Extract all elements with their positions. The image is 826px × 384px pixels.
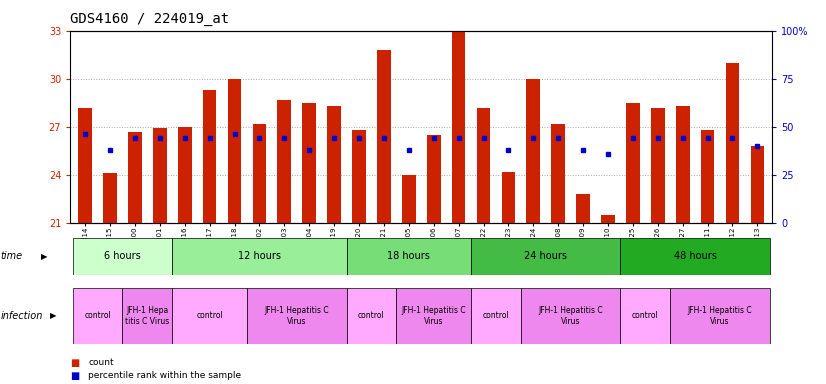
Bar [327, 106, 341, 223]
Bar [347, 288, 396, 344]
Bar [203, 90, 216, 223]
Bar [347, 238, 471, 275]
Bar [551, 124, 565, 223]
Text: ▶: ▶ [50, 311, 57, 320]
Bar [626, 103, 639, 223]
Bar [78, 108, 92, 223]
Bar [128, 132, 142, 223]
Bar [620, 288, 670, 344]
Bar [153, 128, 167, 223]
Text: 24 hours: 24 hours [525, 251, 567, 262]
Bar [521, 288, 620, 344]
Text: control: control [358, 311, 385, 320]
Bar [601, 215, 615, 223]
Text: JFH-1 Hepatitis C
Virus: JFH-1 Hepatitis C Virus [539, 306, 603, 326]
Bar [103, 173, 117, 223]
Bar [278, 99, 292, 223]
Bar [402, 175, 415, 223]
Bar [178, 127, 192, 223]
Bar [526, 79, 540, 223]
Text: 18 hours: 18 hours [387, 251, 430, 262]
Text: percentile rank within the sample: percentile rank within the sample [88, 371, 241, 380]
Bar [700, 130, 714, 223]
Bar [676, 106, 690, 223]
Bar [73, 238, 173, 275]
Bar [253, 124, 266, 223]
Text: control: control [632, 311, 658, 320]
Text: ▶: ▶ [40, 252, 47, 261]
Text: 48 hours: 48 hours [674, 251, 717, 262]
Text: JFH-1 Hepatitis C
Virus: JFH-1 Hepatitis C Virus [688, 306, 752, 326]
Text: JFH-1 Hepatitis C
Virus: JFH-1 Hepatitis C Virus [401, 306, 466, 326]
Bar [352, 130, 366, 223]
Bar [396, 288, 471, 344]
Bar [73, 288, 122, 344]
Text: 6 hours: 6 hours [104, 251, 141, 262]
Bar [725, 63, 739, 223]
Bar [452, 31, 466, 223]
Bar [122, 288, 173, 344]
Text: ■: ■ [70, 371, 79, 381]
Bar [477, 108, 491, 223]
Text: control: control [84, 311, 111, 320]
Bar [173, 288, 247, 344]
Text: count: count [88, 358, 114, 367]
Text: control: control [482, 311, 510, 320]
Bar [228, 79, 241, 223]
Text: JFH-1 Hepatitis C
Virus: JFH-1 Hepatitis C Virus [264, 306, 329, 326]
Bar [751, 146, 764, 223]
Bar [651, 108, 665, 223]
Text: JFH-1 Hepa
titis C Virus: JFH-1 Hepa titis C Virus [126, 306, 169, 326]
Bar [302, 103, 316, 223]
Text: infection: infection [1, 311, 43, 321]
Bar [501, 172, 515, 223]
Bar [471, 238, 620, 275]
Text: time: time [1, 251, 23, 262]
Bar [247, 288, 347, 344]
Bar [670, 288, 770, 344]
Text: ■: ■ [70, 358, 79, 368]
Bar [577, 194, 590, 223]
Bar [427, 135, 440, 223]
Text: control: control [197, 311, 223, 320]
Bar [620, 238, 770, 275]
Bar [377, 50, 391, 223]
Text: GDS4160 / 224019_at: GDS4160 / 224019_at [70, 12, 230, 25]
Bar [173, 238, 347, 275]
Text: 12 hours: 12 hours [238, 251, 281, 262]
Bar [471, 288, 521, 344]
